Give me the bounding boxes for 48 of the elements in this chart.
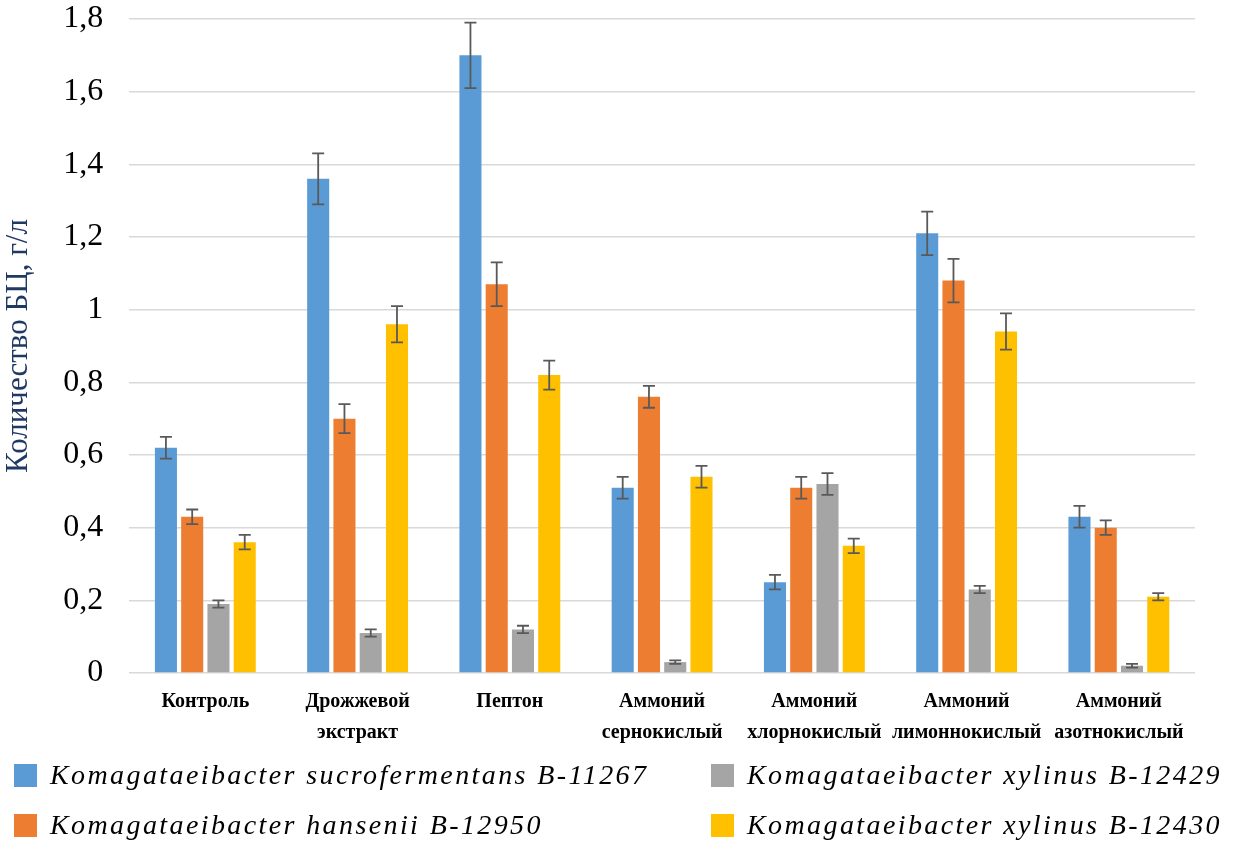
bar <box>511 629 535 673</box>
bar <box>154 447 177 673</box>
y-tick-label: 1,6 <box>63 71 104 108</box>
y-tick-label: 0,6 <box>63 434 104 471</box>
bar <box>333 418 356 673</box>
y-tick-label: 1,2 <box>63 216 104 253</box>
y-tick-label: 0,8 <box>63 361 104 398</box>
bar <box>1094 527 1117 673</box>
bar <box>1068 516 1091 673</box>
bar <box>994 331 1018 673</box>
bar <box>637 396 660 673</box>
bar <box>385 324 409 673</box>
bar <box>233 542 256 673</box>
bar <box>307 178 330 673</box>
bar <box>1147 596 1170 673</box>
x-tick-label: Аммоний сернокислый <box>601 688 723 743</box>
y-tick-label: 1,8 <box>63 0 104 35</box>
bar <box>459 55 482 673</box>
bar <box>690 476 713 673</box>
x-tick-label: Дрожжевой экстракт <box>305 688 410 743</box>
y-tick-label: 0,4 <box>63 507 104 544</box>
y-tick-label: 1 <box>87 289 104 326</box>
legend-label: Komagataeibacter sucrofermentans B-11267 <box>50 759 649 791</box>
y-tick-label: 1,4 <box>63 143 104 180</box>
bar <box>538 375 561 673</box>
bar <box>790 487 813 673</box>
bar <box>611 487 634 673</box>
bar <box>968 589 991 673</box>
bar <box>207 603 230 673</box>
legend-label: Komagataeibacter xylinus B-12430 <box>747 809 1222 841</box>
y-tick-label: 0 <box>87 652 104 689</box>
x-tick-label: Аммоний азотнокислый <box>1054 688 1184 742</box>
legend-label: Komagataeibacter xylinus B-12429 <box>747 759 1222 791</box>
y-axis-title: Количество БЦ, г/л <box>0 219 34 473</box>
bar <box>842 545 865 673</box>
bar <box>763 582 786 673</box>
x-tick-label: Пептон <box>476 688 544 711</box>
bar <box>942 280 965 673</box>
bar <box>181 516 204 673</box>
x-tick-label: Контроль <box>161 688 250 712</box>
legend-label: Komagataeibacter hansenii B-12950 <box>50 809 543 841</box>
x-tick-label: Аммоний хлорнокислый <box>747 688 882 743</box>
x-tick-label: Аммоний лимоннокислый <box>891 688 1042 742</box>
bar <box>916 233 939 673</box>
bar <box>485 284 508 673</box>
bar <box>816 484 839 673</box>
bar <box>359 633 382 673</box>
y-tick-label: 0,2 <box>63 579 104 616</box>
